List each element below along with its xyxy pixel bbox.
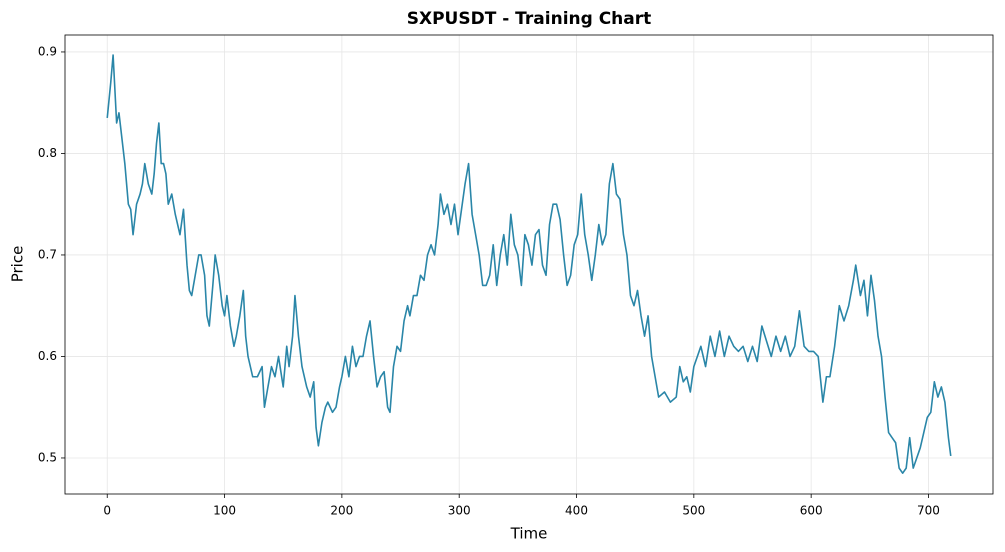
y-axis-label: Price (9, 246, 27, 283)
y-tick-label: 0.9 (38, 44, 57, 58)
x-tick-label: 100 (213, 504, 236, 518)
plot-frame (64, 34, 994, 495)
y-tick-label: 0.6 (38, 349, 57, 363)
y-tick-label: 0.8 (38, 146, 57, 160)
price-line (106, 54, 952, 474)
x-tick-label: 500 (682, 504, 705, 518)
x-tick-label: 0 (103, 504, 111, 518)
x-tick-label: 300 (448, 504, 471, 518)
y-tick-label: 0.5 (38, 450, 57, 464)
chart-title: SXPUSDT - Training Chart (407, 9, 652, 29)
x-axis-label: Time (510, 525, 548, 543)
x-tick-label: 200 (330, 504, 353, 518)
x-tick-label: 700 (917, 504, 940, 518)
x-tick-label: 600 (800, 504, 823, 518)
y-tick-label: 0.7 (38, 247, 57, 261)
x-tick-label: 400 (565, 504, 588, 518)
